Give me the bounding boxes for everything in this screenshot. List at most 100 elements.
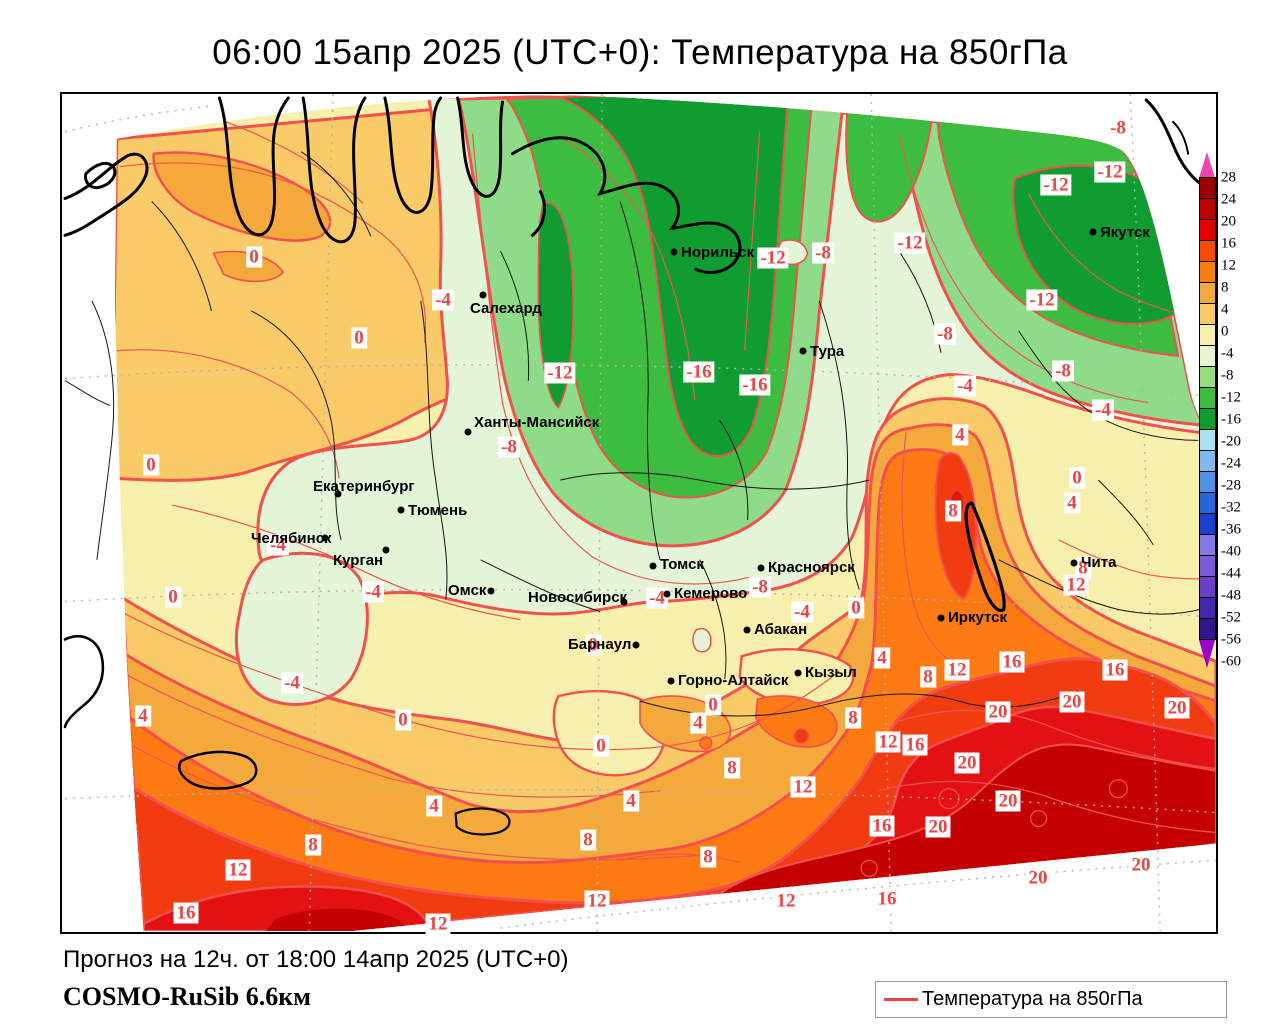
- colorbar-cell: [1199, 261, 1216, 283]
- colorbar-cell: [1199, 513, 1216, 535]
- contour-label: 20: [1128, 854, 1154, 876]
- city-dot: [667, 677, 675, 685]
- colorbar-cell: [1199, 471, 1216, 493]
- colorbar-cell: [1199, 345, 1216, 367]
- colorbar-over-triangle: [1199, 152, 1215, 178]
- colorbar-cell: [1199, 534, 1216, 556]
- colorbar-tick: -44: [1221, 565, 1241, 582]
- contour-label: -16: [739, 374, 771, 396]
- contour-label: -8: [1052, 360, 1074, 382]
- colorbar-cell: [1199, 450, 1216, 472]
- city-dot: [1089, 228, 1097, 236]
- contour-label: 20: [954, 752, 980, 774]
- legend-label: Температура на 850гПа: [922, 988, 1143, 1010]
- contour-label: -4: [362, 581, 384, 603]
- city-label: Абакан: [754, 621, 808, 638]
- contour-label: -12: [1026, 289, 1058, 311]
- city-label: Новосибирск: [528, 589, 628, 606]
- contour-label: 16: [869, 815, 895, 837]
- city-label: Чита: [1081, 554, 1117, 571]
- colorbar-under-triangle: [1199, 640, 1215, 668]
- colorbar-tick: 12: [1221, 257, 1236, 274]
- colorbar-tick: -32: [1221, 499, 1241, 516]
- city-dot: [397, 506, 405, 514]
- forecast-info-text: Прогноз на 12ч. от 18:00 14апр 2025 (UTC…: [63, 946, 569, 973]
- contour-label: 4: [874, 647, 890, 669]
- contour-label: -8: [749, 576, 771, 598]
- city-label: Тура: [810, 343, 845, 360]
- colorbar-cell: [1199, 618, 1216, 640]
- city-label: Кызыл: [805, 664, 857, 681]
- city-label: Якутск: [1100, 224, 1150, 241]
- contour-label: 16: [173, 902, 199, 924]
- contour-label: 20: [1164, 697, 1190, 719]
- city-label: Салехард: [470, 300, 542, 317]
- colorbar-cell: [1199, 177, 1216, 199]
- colorbar-tick: 16: [1221, 235, 1236, 252]
- contour-label: 0: [143, 454, 159, 476]
- city-dot: [382, 546, 390, 554]
- contour-label: 20: [925, 816, 951, 838]
- contour-label: -8: [934, 323, 956, 345]
- contour-label: 8: [700, 846, 716, 868]
- colorbar-cell: [1199, 555, 1216, 577]
- contour-label: 8: [724, 757, 740, 779]
- colorbar-tick: -12: [1221, 389, 1241, 406]
- city-dot: [937, 614, 945, 622]
- colorbar-tick: 4: [1221, 301, 1229, 318]
- city-label: Норильск: [681, 244, 754, 261]
- colorbar-cell: [1199, 387, 1216, 409]
- colorbar-cell: [1199, 198, 1216, 220]
- contour-label: 0: [165, 586, 181, 608]
- colorbar-tick: -20: [1221, 433, 1241, 450]
- contour-label: 12: [773, 890, 799, 912]
- contour-label: -4: [267, 534, 289, 556]
- contour-label: 4: [426, 795, 442, 817]
- contour-label: 20: [1059, 691, 1085, 713]
- contour-label: 12: [1063, 574, 1089, 596]
- contour-label: 4: [135, 705, 151, 727]
- colorbar-tick: -48: [1221, 587, 1241, 604]
- model-name-text: COSMO-RuSib 6.6км: [63, 982, 311, 1011]
- colorbar-tick: -8: [1221, 367, 1234, 384]
- contour-label: -12: [1094, 161, 1126, 183]
- page-title: 06:00 15апр 2025 (UTC+0): Температура на…: [212, 33, 1068, 72]
- temperature-colorbar: [1199, 152, 1216, 668]
- contour-label: 16: [902, 734, 928, 756]
- colorbar-tick: 8: [1221, 279, 1229, 296]
- contour-label: 0: [848, 597, 864, 619]
- city-dot: [743, 626, 751, 634]
- contour-label: 8: [945, 500, 961, 522]
- city-label: Горно-Алтайск: [678, 672, 789, 689]
- contour-label: -4: [281, 672, 303, 694]
- contour-label: 12: [875, 731, 901, 753]
- city-dot: [620, 598, 628, 606]
- city-label: Барнаул: [568, 636, 632, 653]
- contour-label: -12: [1040, 174, 1072, 196]
- contour-label: 0: [351, 327, 367, 349]
- city-dot: [799, 347, 807, 355]
- colorbar-tick: 28: [1221, 169, 1236, 186]
- colorbar-cell: [1199, 219, 1216, 241]
- city-dot: [670, 248, 678, 256]
- city-dot: [1070, 559, 1078, 567]
- contour-label: 12: [225, 859, 251, 881]
- colorbar-cell: [1199, 282, 1216, 304]
- colorbar-cell: [1199, 576, 1216, 598]
- colorbar-tick: -52: [1221, 609, 1241, 626]
- city-label: Ханты-Мансийск: [474, 414, 600, 431]
- city-label: Омск: [448, 582, 487, 599]
- minor-contour-lines: [116, 113, 1216, 877]
- city-label: Тюмень: [408, 502, 468, 519]
- city-dot: [663, 590, 671, 598]
- city-label: Кемерово: [674, 585, 748, 602]
- contour-label: -4: [1092, 399, 1114, 421]
- contour-label: -4: [791, 601, 813, 623]
- contour-label: -12: [544, 362, 576, 384]
- map-frame: [60, 92, 1218, 934]
- colorbar-tick: -36: [1221, 521, 1241, 538]
- contour-label: 20: [995, 790, 1021, 812]
- city-dot: [757, 564, 765, 572]
- map-canvas: [63, 94, 1216, 932]
- colorbar-cell: [1199, 324, 1216, 346]
